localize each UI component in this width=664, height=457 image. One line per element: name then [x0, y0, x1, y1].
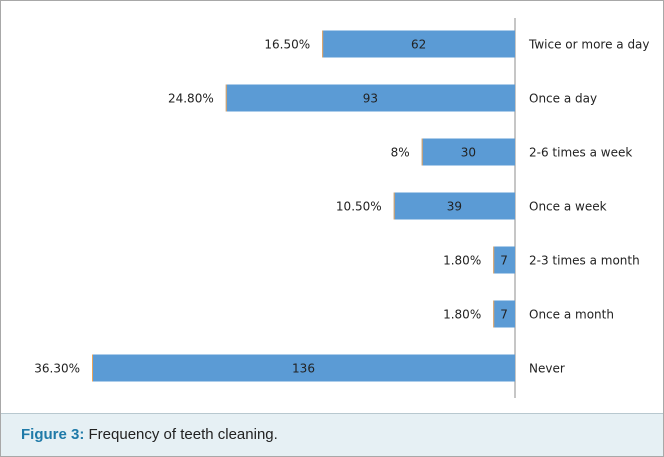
category-label-once-a-month: Once a month	[529, 308, 614, 322]
category-label-2-6-times-a-week: 2-6 times a week	[529, 146, 632, 160]
category-label-twice-or-more-a-day: Twice or more a day	[528, 38, 650, 52]
category-label-once-a-day: Once a day	[529, 92, 597, 106]
bar-once-a-week	[393, 192, 515, 220]
value-label-2-6-times-a-week: 30	[461, 146, 476, 160]
value-label-never: 136	[292, 362, 315, 376]
percent-label-once-a-month: 1.80%	[443, 308, 481, 322]
bar-twice-or-more-a-day	[322, 30, 515, 58]
value-label-twice-or-more-a-day: 62	[411, 38, 426, 52]
percent-label-2-6-times-a-week: 8%	[391, 146, 410, 160]
percent-label-twice-or-more-a-day: 16.50%	[264, 38, 310, 52]
bar-once-a-month	[493, 300, 515, 328]
percent-label-never: 36.30%	[34, 362, 80, 376]
bar-once-a-day	[225, 84, 515, 112]
value-label-once-a-week: 39	[447, 200, 462, 214]
percent-label-once-a-week: 10.50%	[336, 200, 382, 214]
caption-bar: Figure 3: Frequency of teeth cleaning.	[1, 413, 663, 456]
bar-never	[92, 354, 515, 382]
figure-caption: Figure 3: Frequency of teeth cleaning.	[21, 426, 278, 443]
category-label-never: Never	[529, 362, 565, 376]
category-label-once-a-week: Once a week	[529, 200, 607, 214]
category-label-2-3-times-a-month: 2-3 times a month	[529, 254, 640, 268]
percent-label-2-3-times-a-month: 1.80%	[443, 254, 481, 268]
percent-label-once-a-day: 24.80%	[168, 92, 214, 106]
value-label-once-a-month: 7	[500, 308, 508, 322]
bar-2-6-times-a-week	[421, 138, 515, 166]
value-label-2-3-times-a-month: 7	[500, 254, 508, 268]
bar-chart: 62 16.50% Twice or more a day 93 24.80% Once …	[34, 18, 650, 398]
figure-caption-label: Figure 3:	[21, 426, 85, 443]
figure-caption-text: Frequency of teeth cleaning.	[84, 426, 278, 443]
bar-2-3-times-a-month	[493, 246, 515, 274]
value-label-once-a-day: 93	[363, 92, 378, 106]
